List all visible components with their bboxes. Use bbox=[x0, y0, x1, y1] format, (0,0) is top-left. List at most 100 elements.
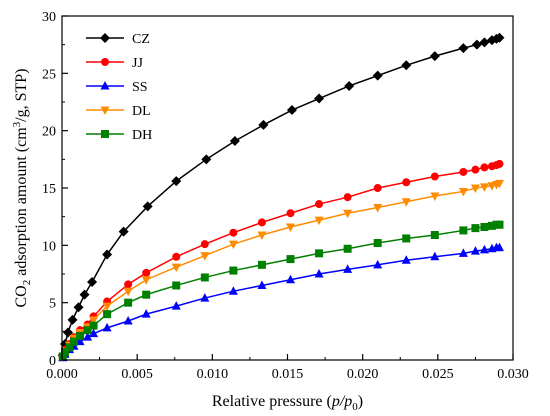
data-point-ss bbox=[314, 269, 324, 278]
data-point-ss bbox=[373, 259, 383, 269]
data-point-cz bbox=[429, 51, 440, 62]
data-point-dl bbox=[200, 252, 210, 261]
data-point-dh bbox=[315, 249, 324, 258]
data-point-cz bbox=[372, 70, 383, 81]
data-point-dl bbox=[141, 276, 151, 285]
data-point-jj bbox=[286, 209, 295, 218]
data-point-dh bbox=[495, 220, 504, 229]
data-point-dl bbox=[314, 216, 324, 226]
data-point-dh bbox=[402, 234, 411, 243]
legend-item-dh: DH bbox=[86, 128, 152, 143]
data-point-ss bbox=[401, 255, 411, 264]
series-dh bbox=[58, 220, 504, 361]
data-point-ss bbox=[200, 293, 210, 302]
legend-marker-jj bbox=[101, 58, 109, 66]
legend-marker-cz bbox=[100, 33, 110, 43]
data-point-cz bbox=[118, 226, 129, 237]
data-point-dh bbox=[286, 255, 295, 264]
y-tick-label: 0 bbox=[49, 354, 56, 369]
data-point-dl bbox=[343, 209, 353, 219]
data-point-cz bbox=[102, 249, 113, 260]
data-point-ss bbox=[286, 274, 296, 284]
x-tick-label: 0.015 bbox=[272, 367, 304, 382]
legend-label-dh: DH bbox=[132, 128, 152, 143]
data-point-jj bbox=[343, 193, 352, 202]
data-point-cz bbox=[229, 135, 240, 146]
data-point-cz bbox=[314, 93, 325, 104]
x-tick-label: 0.025 bbox=[422, 367, 454, 382]
data-point-dh bbox=[89, 321, 98, 330]
data-point-cz bbox=[401, 60, 412, 71]
data-point-dl bbox=[286, 223, 296, 232]
data-point-ss bbox=[494, 242, 504, 252]
data-point-jj bbox=[172, 252, 181, 261]
data-point-cz bbox=[458, 43, 469, 54]
legend-label-ss: SS bbox=[132, 80, 148, 95]
data-point-jj bbox=[142, 268, 151, 277]
data-point-ss bbox=[458, 248, 468, 257]
data-point-ss bbox=[171, 301, 181, 310]
data-point-dh bbox=[257, 260, 266, 269]
data-point-dl bbox=[458, 187, 468, 197]
data-point-dh bbox=[142, 290, 151, 299]
data-point-cz bbox=[471, 39, 482, 50]
legend-label-jj: JJ bbox=[132, 56, 143, 71]
data-point-cz bbox=[79, 289, 90, 300]
legend-marker-dh bbox=[101, 130, 109, 138]
data-point-dh bbox=[172, 281, 181, 290]
data-point-ss bbox=[430, 251, 440, 261]
data-point-dh bbox=[373, 239, 382, 248]
data-point-cz bbox=[142, 201, 153, 212]
data-point-dl bbox=[171, 263, 181, 273]
data-point-dh bbox=[70, 337, 79, 346]
data-point-cz bbox=[87, 277, 98, 288]
data-point-dh bbox=[83, 326, 92, 335]
x-tick-label: 0.000 bbox=[46, 367, 78, 382]
data-point-dh bbox=[58, 352, 67, 361]
y-tick-label: 30 bbox=[42, 10, 56, 25]
data-point-dh bbox=[430, 231, 439, 240]
data-point-dl bbox=[123, 287, 133, 297]
series-cz bbox=[57, 32, 505, 361]
data-point-jj bbox=[315, 200, 324, 209]
data-point-dl bbox=[430, 192, 440, 202]
data-point-dl bbox=[102, 302, 112, 312]
data-point-dh bbox=[229, 266, 238, 275]
data-point-cz bbox=[494, 32, 505, 43]
y-axis-title: CO2 adsorption amount (cm3/g, STP) bbox=[11, 69, 33, 308]
data-point-cz bbox=[479, 37, 490, 48]
data-point-ss bbox=[123, 316, 133, 325]
data-point-dl bbox=[89, 316, 99, 325]
data-point-jj bbox=[200, 240, 209, 249]
legend-item-dl: DL bbox=[86, 104, 151, 119]
data-point-dl bbox=[494, 179, 504, 189]
data-point-dl bbox=[373, 203, 383, 213]
data-point-jj bbox=[124, 280, 133, 289]
data-point-cz bbox=[73, 302, 84, 313]
data-point-ss bbox=[257, 280, 267, 289]
legend-marker-dl bbox=[100, 106, 110, 115]
data-point-jj bbox=[430, 172, 439, 181]
data-point-cz bbox=[171, 176, 182, 187]
data-point-dl bbox=[479, 183, 489, 192]
data-point-dh bbox=[480, 222, 489, 231]
x-tick-label: 0.010 bbox=[197, 367, 229, 382]
data-point-ss bbox=[141, 309, 151, 318]
legend-label-dl: DL bbox=[132, 104, 151, 119]
y-tick-label: 5 bbox=[49, 297, 56, 312]
data-point-dh bbox=[459, 226, 468, 235]
data-point-dl bbox=[257, 231, 267, 241]
data-point-cz bbox=[67, 314, 78, 325]
legend-marker-ss bbox=[100, 81, 110, 90]
data-point-dh bbox=[76, 331, 85, 340]
data-point-dh bbox=[343, 244, 352, 253]
legend: CZ JJ SS DL DH bbox=[86, 32, 152, 143]
y-tick-label: 15 bbox=[42, 182, 56, 197]
data-point-cz bbox=[287, 105, 298, 116]
data-point-ss bbox=[83, 332, 93, 341]
data-point-ss bbox=[470, 246, 480, 255]
data-point-dh bbox=[487, 221, 496, 230]
legend-item-jj: JJ bbox=[86, 56, 143, 71]
data-point-cz bbox=[258, 119, 269, 130]
